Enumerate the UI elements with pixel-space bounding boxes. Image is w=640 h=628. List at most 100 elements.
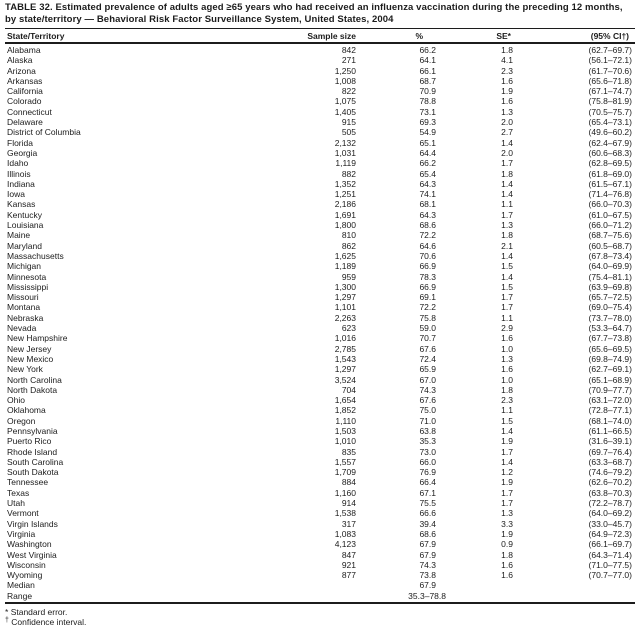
percent-text: 67.0 (419, 374, 436, 385)
table-row: Alabama 842 66.2 1.8 (62.7–69.7) (5, 45, 635, 55)
state-name: Oklahoma (7, 405, 46, 416)
sample-size-value: 2,132 (334, 137, 356, 148)
sample-size-value: 1,189 (334, 261, 356, 272)
percent-text: 39.4 (419, 518, 436, 529)
sample-size-value: 1,119 (335, 158, 356, 169)
standard-error-value: 1.0 (501, 374, 513, 385)
standard-error-value: 2.7 (501, 127, 513, 138)
state-name: Kansas (7, 199, 36, 210)
percent-value: 67.6 (356, 344, 436, 354)
percent-value: 72.2 (356, 230, 436, 240)
percent-value: 64.4 (356, 148, 436, 158)
percent-value: 39.4 (356, 519, 436, 529)
table-row: Pennsylvania 1,503 63.8 1.4 (61.1–66.5) (5, 426, 635, 436)
percent-text: 64.6 (419, 240, 436, 251)
state-name: Mississippi (7, 281, 49, 292)
table-row: Colorado 1,075 78.8 1.6 (75.8–81.9) (5, 96, 635, 106)
percent-value: 78.8 (356, 96, 436, 106)
percent-text: 54.9 (419, 127, 436, 138)
sample-size-value: 623 (341, 323, 356, 334)
confidence-interval-value: (72.2–78.7) (588, 498, 632, 509)
state-name: Utah (7, 498, 25, 509)
percent-text: 72.4 (419, 353, 436, 364)
state-name: Delaware (7, 117, 43, 128)
percent-text: 64.4 (419, 147, 436, 158)
standard-error-value: 1.6 (501, 570, 513, 581)
table-row: South Dakota 1,709 76.9 1.2 (74.6–79.2) (5, 467, 635, 477)
table-row: Oklahoma 1,852 75.0 1.1 (72.8–77.1) (5, 405, 635, 415)
standard-error-value: 2.0 (501, 147, 513, 158)
table-title: TABLE 32. Estimated prevalence of adults… (5, 2, 623, 25)
table-row: New Jersey 2,785 67.6 1.0 (65.6–69.5) (5, 344, 635, 354)
table-row: Tennessee 884 66.4 1.9 (62.6–70.2) (5, 477, 635, 487)
percent-text: 66.1 (419, 65, 436, 76)
sample-size-value: 1,010 (334, 436, 356, 447)
percent-value: 66.2 (356, 45, 436, 55)
table-row: Nebraska 2,263 75.8 1.1 (73.7–78.0) (5, 313, 635, 323)
state-name: Pennsylvania (7, 425, 58, 436)
confidence-interval-value: (61.0–67.5) (588, 209, 632, 220)
percent-text: 73.8 (419, 570, 436, 581)
standard-error-value: 1.4 (501, 189, 513, 200)
confidence-interval-value: (69.8–74.9) (588, 353, 632, 364)
percent-text: 71.0 (419, 415, 436, 426)
state-name: Rhode Island (7, 446, 58, 457)
sample-size-value: 1,008 (334, 75, 356, 86)
standard-error-value: 1.7 (501, 446, 513, 457)
confidence-interval-value: (75.4–81.1) (588, 271, 632, 282)
percent-text: 66.6 (419, 508, 436, 519)
state-name: Nevada (7, 323, 37, 334)
standard-error-value: 1.1 (501, 405, 513, 416)
state-name: Illinois (7, 168, 31, 179)
state-name: Oregon (7, 415, 36, 426)
standard-error-value: 1.9 (501, 436, 513, 447)
table-row: Illinois 882 65.4 1.8 (61.8–69.0) (5, 169, 635, 179)
percent-value: 71.0 (356, 416, 436, 426)
state-name: Washington (7, 539, 52, 550)
confidence-interval-value (513, 580, 635, 590)
percent-text: 64.1 (419, 55, 436, 66)
percent-text: 65.4 (419, 168, 436, 179)
sample-size-value: 1,852 (334, 405, 356, 416)
percent-text: 69.1 (419, 292, 436, 303)
header-row: State/Territory Sample size % SE* (95% C… (5, 31, 635, 41)
standard-error-value: 1.8 (501, 230, 513, 241)
table-row: New Mexico 1,543 72.4 1.3 (69.8–74.9) (5, 354, 635, 364)
state-name: Connecticut (7, 106, 52, 117)
sample-size-value: 4,123 (334, 539, 356, 550)
state-name: Maine (7, 230, 31, 241)
table-row: Nevada 623 59.0 2.9 (53.3–64.7) (5, 323, 635, 333)
standard-error-value: 1.9 (501, 86, 513, 97)
percent-text: 67.9 (419, 549, 436, 560)
percent-value: 75.0 (356, 405, 436, 415)
table-row: Massachusetts 1,625 70.6 1.4 (67.8–73.4) (5, 251, 635, 261)
confidence-interval-value: (61.5–67.1) (588, 178, 632, 189)
state-name: Arizona (7, 65, 36, 76)
percent-text: 63.8 (419, 425, 436, 436)
confidence-interval-value: (64.9–72.3) (588, 528, 632, 539)
confidence-interval-value: (33.0–45.7) (588, 518, 632, 529)
percent-text: 67.6 (419, 343, 436, 354)
state-name: Kentucky (7, 209, 42, 220)
table-row: Rhode Island 835 73.0 1.7 (69.7–76.4) (5, 447, 635, 457)
sample-size-value: 3,524 (334, 374, 356, 385)
percent-value: 67.1 (356, 488, 436, 498)
percent-value: 73.0 (356, 447, 436, 457)
state-name: North Dakota (7, 384, 58, 395)
sample-size-value: 1,538 (334, 508, 356, 519)
table-row: New York 1,297 65.9 1.6 (62.7–69.1) (5, 364, 635, 374)
state-name: Alabama (7, 45, 41, 55)
percent-text: 72.2 (419, 302, 436, 313)
sample-size-value: 822 (341, 86, 356, 97)
confidence-interval-value: (73.7–78.0) (588, 312, 632, 323)
percent-text: 73.1 (419, 106, 436, 117)
sample-size-value: 1,300 (334, 281, 356, 292)
table-row: Median 67.9 (5, 580, 635, 590)
standard-error-value: 4.1 (501, 55, 513, 66)
state-name: Montana (7, 302, 41, 313)
confidence-interval-value: (60.6–68.3) (588, 147, 632, 158)
table-row: Wyoming 877 73.8 1.6 (70.7–77.0) (5, 570, 635, 580)
standard-error-value: 1.6 (501, 333, 513, 344)
header-state-territory: State/Territory (7, 31, 65, 41)
standard-error-value: 1.4 (501, 178, 513, 189)
